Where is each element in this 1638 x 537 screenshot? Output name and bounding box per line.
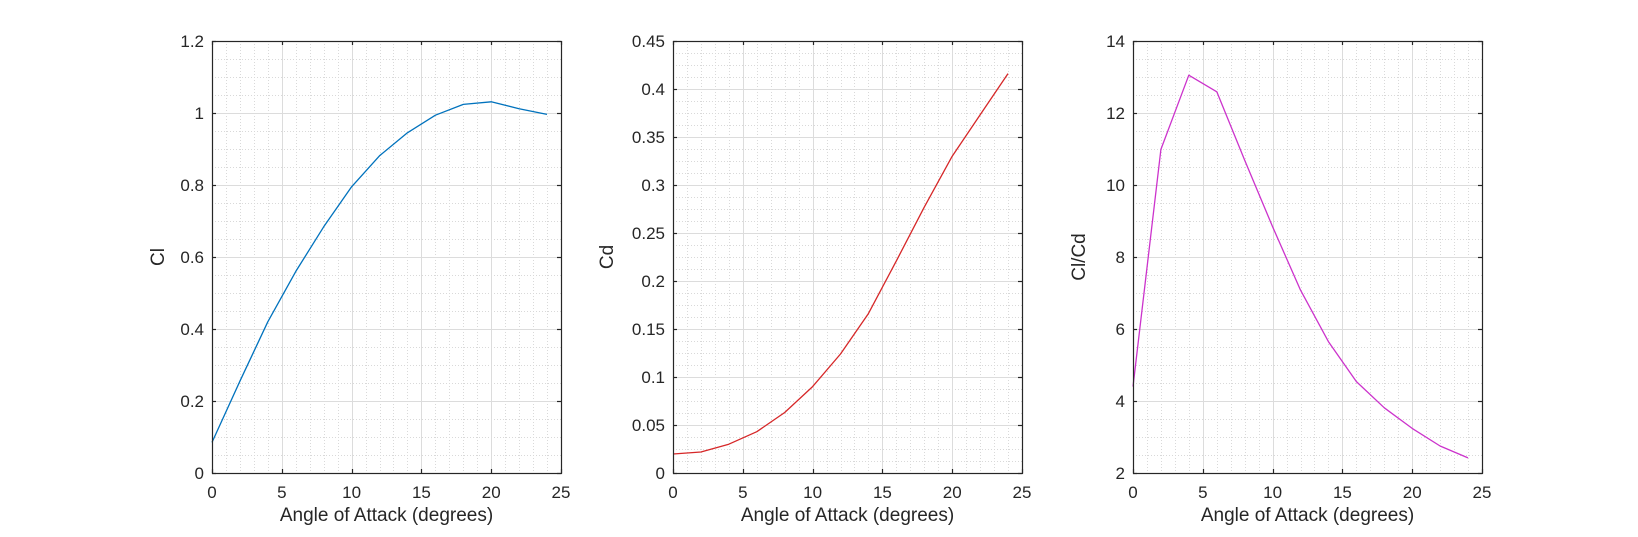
y-tick-label: 1 xyxy=(195,104,204,123)
x-axis-label: Angle of Attack (degrees) xyxy=(741,505,954,526)
tick-marks xyxy=(211,40,563,475)
y-tick-label: 0.4 xyxy=(180,320,204,339)
x-tick-label: 10 xyxy=(1263,483,1282,502)
y-tick-label: 0.2 xyxy=(180,392,204,411)
y-tick-label: 0.45 xyxy=(632,32,665,51)
x-tick-label: 15 xyxy=(873,483,892,502)
x-tick-label: 20 xyxy=(1403,483,1422,502)
x-tick-label: 10 xyxy=(803,483,822,502)
y-tick-label: 8 xyxy=(1116,248,1125,267)
y-tick-label: 0.1 xyxy=(641,368,665,387)
x-tick-label: 25 xyxy=(552,483,571,502)
y-tick-label: 0.4 xyxy=(641,80,665,99)
y-tick-label: 0.2 xyxy=(641,272,665,291)
x-tick-label: 0 xyxy=(207,483,216,502)
x-tick-label: 0 xyxy=(668,483,677,502)
x-tick-label: 20 xyxy=(482,483,501,502)
y-axis-label: Cd xyxy=(597,245,618,269)
y-tick-label: 0.35 xyxy=(632,128,665,147)
y-tick-label: 0.8 xyxy=(180,176,204,195)
y-tick-label: 6 xyxy=(1116,320,1125,339)
x-axis-label: Angle of Attack (degrees) xyxy=(1201,505,1414,526)
y-tick-label: 10 xyxy=(1106,176,1125,195)
x-tick-label: 25 xyxy=(1013,483,1032,502)
y-tick-label: 0.05 xyxy=(632,416,665,435)
y-axis-label: Cl xyxy=(148,248,169,266)
y-tick-label: 2 xyxy=(1116,464,1125,483)
y-tick-label: 0 xyxy=(195,464,204,483)
y-tick-label: 14 xyxy=(1106,32,1125,51)
plot-cl-vs-aoa: 0 5 10 15 20 25 0 0.2 0.4 0.6 0.8 1 1.2 Angle of Atta… xyxy=(148,32,570,526)
y-tick-label: 0.25 xyxy=(632,224,665,243)
y-tick-label: 12 xyxy=(1106,104,1125,123)
axes-box xyxy=(672,40,1024,475)
x-tick-label: 0 xyxy=(1128,483,1137,502)
x-tick-label: 5 xyxy=(1198,483,1207,502)
x-tick-label: 20 xyxy=(943,483,962,502)
series-line-cl xyxy=(211,101,548,443)
x-tick-label: 10 xyxy=(342,483,361,502)
y-tick-label: 0.6 xyxy=(180,248,204,267)
tick-marks xyxy=(672,40,1024,475)
plot-clcd-vs-aoa: 0 5 10 15 20 25 2 4 6 8 10 12 14 Angle of Attack (deg… xyxy=(1069,32,1491,526)
tick-marks xyxy=(1132,40,1484,475)
x-tick-label: 5 xyxy=(277,483,286,502)
series-line-cl-cd xyxy=(1132,74,1469,459)
y-tick-label: 1.2 xyxy=(180,32,204,51)
plot-cd-vs-aoa: 0 5 10 15 20 25 0 0.05 0.1 0.15 0.2 0.25 0.3 0.35 0.4 0… xyxy=(597,32,1031,526)
x-tick-label: 15 xyxy=(412,483,431,502)
y-tick-label: 0 xyxy=(656,464,665,483)
y-axis-label: Cl/Cd xyxy=(1069,233,1090,281)
x-tick-label: 25 xyxy=(1473,483,1492,502)
x-axis-label: Angle of Attack (degrees) xyxy=(280,505,493,526)
series-line-cd xyxy=(672,73,1009,455)
y-tick-label: 0.15 xyxy=(632,320,665,339)
x-tick-label: 15 xyxy=(1333,483,1352,502)
x-tick-label: 5 xyxy=(738,483,747,502)
y-tick-label: 0.3 xyxy=(641,176,665,195)
y-tick-label: 4 xyxy=(1116,392,1125,411)
